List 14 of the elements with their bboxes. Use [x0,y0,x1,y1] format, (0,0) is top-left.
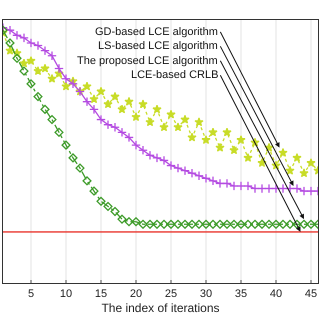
x-tick-label: 20 [130,288,142,300]
x-tick-label: 15 [94,288,108,300]
x-tick-label: 35 [234,288,248,300]
x-tick-label: 40 [270,288,282,300]
x-tick-label: 45 [304,288,318,300]
annotation: The proposed LCE algorithm [77,55,218,67]
annotation: GD-based LCE algorithm [95,26,218,38]
annotation: LCE-based CRLB [131,69,218,81]
x-axis-title: The index of iterations [101,301,220,316]
x-tick-label: 30 [200,288,212,300]
annotation: LS-based LCE algorithm [98,40,218,52]
x-tick-label: 5 [28,288,34,300]
x-tick-label: 10 [60,288,72,300]
x-tick-label: 25 [164,288,178,300]
